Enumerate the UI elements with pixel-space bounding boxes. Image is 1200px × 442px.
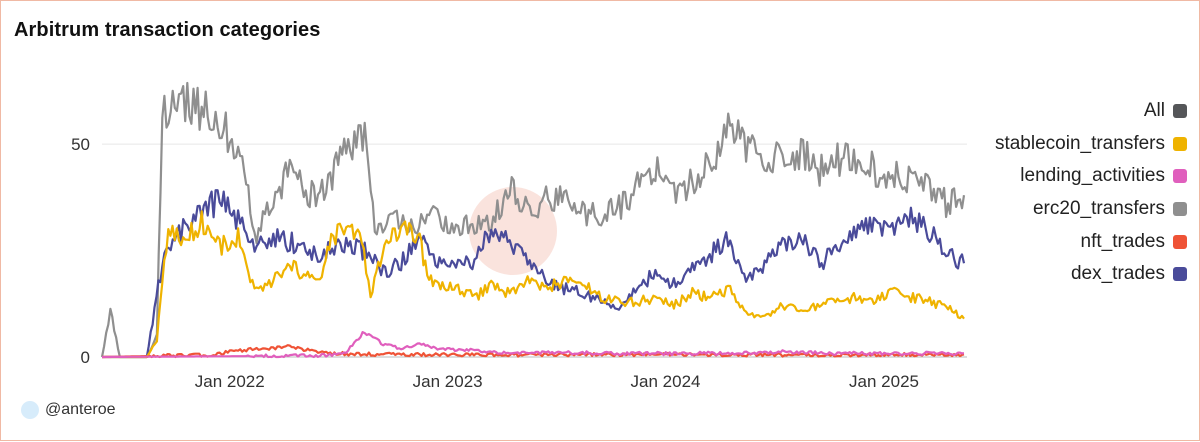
legend-item-erc20-transfers[interactable]: erc20_transfers	[969, 193, 1187, 226]
legend-item-nft-trades[interactable]: nft_trades	[969, 225, 1187, 258]
legend-label: stablecoin_transfers	[994, 132, 1165, 154]
legend-label: All	[1143, 100, 1165, 122]
x-tick-label: Jan 2024	[631, 372, 701, 391]
legend-item-stablecoin-transfers[interactable]: stablecoin_transfers	[969, 128, 1187, 161]
avatar	[21, 401, 39, 419]
legend-item-lending-activities[interactable]: lending_activities	[969, 160, 1187, 193]
legend-item-all[interactable]: All	[969, 95, 1187, 128]
series-line-stablecoin-transfers	[102, 210, 965, 359]
series-line-dex-trades	[102, 189, 966, 359]
chart-legend: All stablecoin_transfers lending_activit…	[969, 95, 1187, 291]
legend-swatch	[1173, 104, 1187, 119]
author-link[interactable]: @anteroe	[21, 401, 116, 419]
legend-label: nft_trades	[1080, 230, 1166, 252]
chart-title: Arbitrum transaction categories	[14, 19, 321, 41]
legend-item-dex-trades[interactable]: dex_trades	[969, 258, 1187, 291]
legend-label: dex_trades	[1070, 263, 1165, 285]
x-tick-label: Jan 2023	[413, 372, 483, 391]
y-tick-label: 0	[81, 348, 90, 367]
series-line-lending-activities	[102, 331, 965, 359]
series-line-nft-trades	[102, 344, 965, 359]
author-handle: @anteroe	[45, 401, 116, 418]
y-tick-label: 50	[71, 135, 90, 154]
x-tick-label: Jan 2025	[849, 372, 919, 391]
legend-label: lending_activities	[1020, 165, 1165, 187]
series-line-erc20-transfers	[100, 81, 966, 359]
x-tick-label: Jan 2022	[195, 372, 265, 391]
legend-label: erc20_transfers	[1032, 198, 1165, 220]
legend-swatch	[1173, 169, 1187, 184]
legend-swatch	[1173, 136, 1187, 151]
legend-swatch	[1173, 234, 1187, 249]
legend-swatch	[1173, 202, 1187, 217]
watermark-logo	[469, 187, 557, 275]
legend-swatch	[1173, 267, 1187, 282]
